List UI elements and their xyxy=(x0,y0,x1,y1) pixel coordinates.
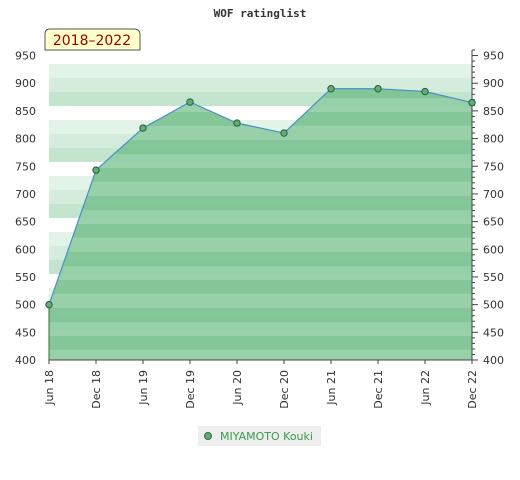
bg-stripe xyxy=(49,78,472,92)
data-point xyxy=(327,85,335,93)
legend-label: MIYAMOTO Kouki xyxy=(220,429,313,443)
y-tick-label-left: 800 xyxy=(15,133,36,146)
y-tick-label-right: 800 xyxy=(483,133,504,146)
y-tick-label-left: 650 xyxy=(15,216,36,229)
y-tick-label-right: 850 xyxy=(483,105,504,118)
x-tick-label: Dec 22 xyxy=(466,370,479,409)
y-tick-label-right: 650 xyxy=(483,216,504,229)
y-tick-label-right: 950 xyxy=(483,50,504,63)
y-tick-label-left: 950 xyxy=(15,50,36,63)
y-tick-label-right: 500 xyxy=(483,299,504,312)
period-badge: 2018–2022 xyxy=(44,28,141,51)
y-tick-label-left: 750 xyxy=(15,160,36,173)
series-area xyxy=(49,88,472,360)
data-point xyxy=(421,87,429,96)
x-tick-label: Dec 20 xyxy=(278,370,291,409)
y-tick-label-right: 550 xyxy=(483,271,504,284)
data-point xyxy=(233,119,241,127)
y-tick-label-right: 600 xyxy=(483,243,504,256)
data-point xyxy=(139,124,147,132)
legend-marker-icon xyxy=(204,432,212,440)
period-badge-label: 2018–2022 xyxy=(53,33,131,49)
y-tick-label-left: 700 xyxy=(15,188,36,201)
series-line xyxy=(48,88,473,305)
y-tick-label-right: 450 xyxy=(483,326,504,339)
y-tick-label-left: 550 xyxy=(15,271,36,284)
y-axis-left: 400 450 500 550 600 650 700 750 800 850 900 950 xyxy=(15,50,36,367)
y-tick-label-right: 700 xyxy=(483,188,504,201)
y-tick-label-left: 400 xyxy=(15,354,36,367)
y-tick-label-left: 600 xyxy=(15,243,36,256)
data-point xyxy=(468,98,476,107)
x-tick-label: Jun 22 xyxy=(419,370,432,406)
bg-stripe xyxy=(49,64,472,78)
y-tick-label-left: 850 xyxy=(15,105,36,118)
data-point xyxy=(92,166,100,174)
y-tick-label-right: 750 xyxy=(483,160,504,173)
area-layer xyxy=(48,88,473,360)
y-tick-label-left: 500 xyxy=(15,299,36,312)
y-tick-label-right: 400 xyxy=(483,354,504,367)
bg-stripe xyxy=(49,50,472,64)
data-point xyxy=(280,129,288,137)
x-tick-label: Jun 19 xyxy=(137,370,150,406)
x-axis: Jun 18 Dec 18 Jun 19 Dec 19 Jun 20 Dec 20 Jun … xyxy=(43,370,479,409)
x-tick-label: Jun 20 xyxy=(231,370,244,406)
data-point xyxy=(45,300,53,309)
data-points xyxy=(45,85,476,309)
x-tick-label: Dec 18 xyxy=(90,370,103,409)
legend: MIYAMOTO Kouki xyxy=(198,426,321,446)
x-tick-label: Dec 21 xyxy=(372,370,385,409)
chart-title: WOF ratinglist xyxy=(214,7,307,20)
x-tick-label: Jun 21 xyxy=(325,370,338,406)
x-tick-label: Dec 19 xyxy=(184,370,197,409)
data-point xyxy=(186,98,194,106)
data-point xyxy=(374,85,382,93)
y-tick-label-left: 450 xyxy=(15,326,36,339)
y-axis-right: 400 450 500 550 600 650 700 750 800 850 900 950 xyxy=(483,50,504,367)
y-tick-label-left: 900 xyxy=(15,77,36,90)
y-tick-label-right: 900 xyxy=(483,77,504,90)
x-tick-label: Jun 18 xyxy=(43,370,56,406)
